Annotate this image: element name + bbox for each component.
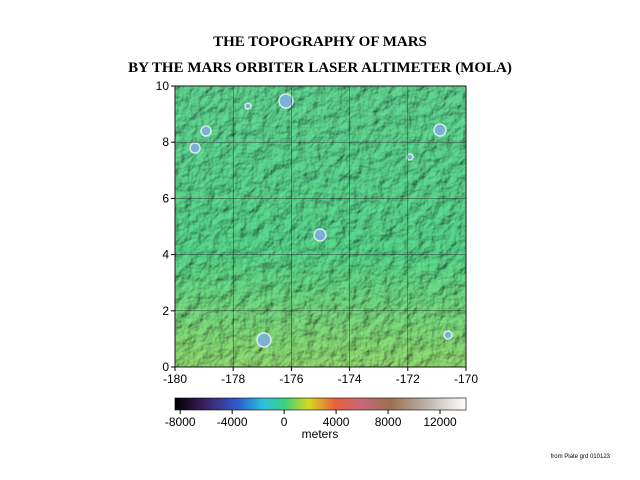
subtitle: BY THE MARS ORBITER LASER ALTIMETER (MOL… — [128, 60, 512, 76]
x-tick-label: -174 — [338, 372, 362, 386]
colorbar-label: meters — [302, 427, 339, 441]
x-tick-label: -178 — [221, 372, 245, 386]
colorbar-tick-label: 8000 — [375, 415, 402, 429]
y-tick-label: 4 — [162, 248, 169, 262]
x-tick-label: -180 — [163, 372, 187, 386]
colorbar-tick-label: 12000 — [423, 415, 457, 429]
y-tick-label: 8 — [162, 135, 169, 149]
y-tick-label: 0 — [162, 360, 169, 374]
colorbar-tick-label: 0 — [281, 415, 288, 429]
title: THE TOPOGRAPHY OF MARS — [213, 34, 427, 50]
x-tick-label: -170 — [454, 372, 478, 386]
colorbar-tick-label: 4000 — [323, 415, 350, 429]
footnote: from Plate grd 010123 — [551, 454, 611, 460]
colorbar-tick-label: -4000 — [217, 415, 248, 429]
x-tick-label: -172 — [396, 372, 420, 386]
y-tick-label: 10 — [156, 79, 170, 93]
colorbar — [174, 397, 467, 411]
x-tick-label: -176 — [279, 372, 303, 386]
y-tick-label: 2 — [162, 304, 169, 318]
y-tick-label: 6 — [162, 191, 169, 205]
terrain — [175, 86, 466, 367]
colorbar-tick-label: -8000 — [165, 415, 196, 429]
